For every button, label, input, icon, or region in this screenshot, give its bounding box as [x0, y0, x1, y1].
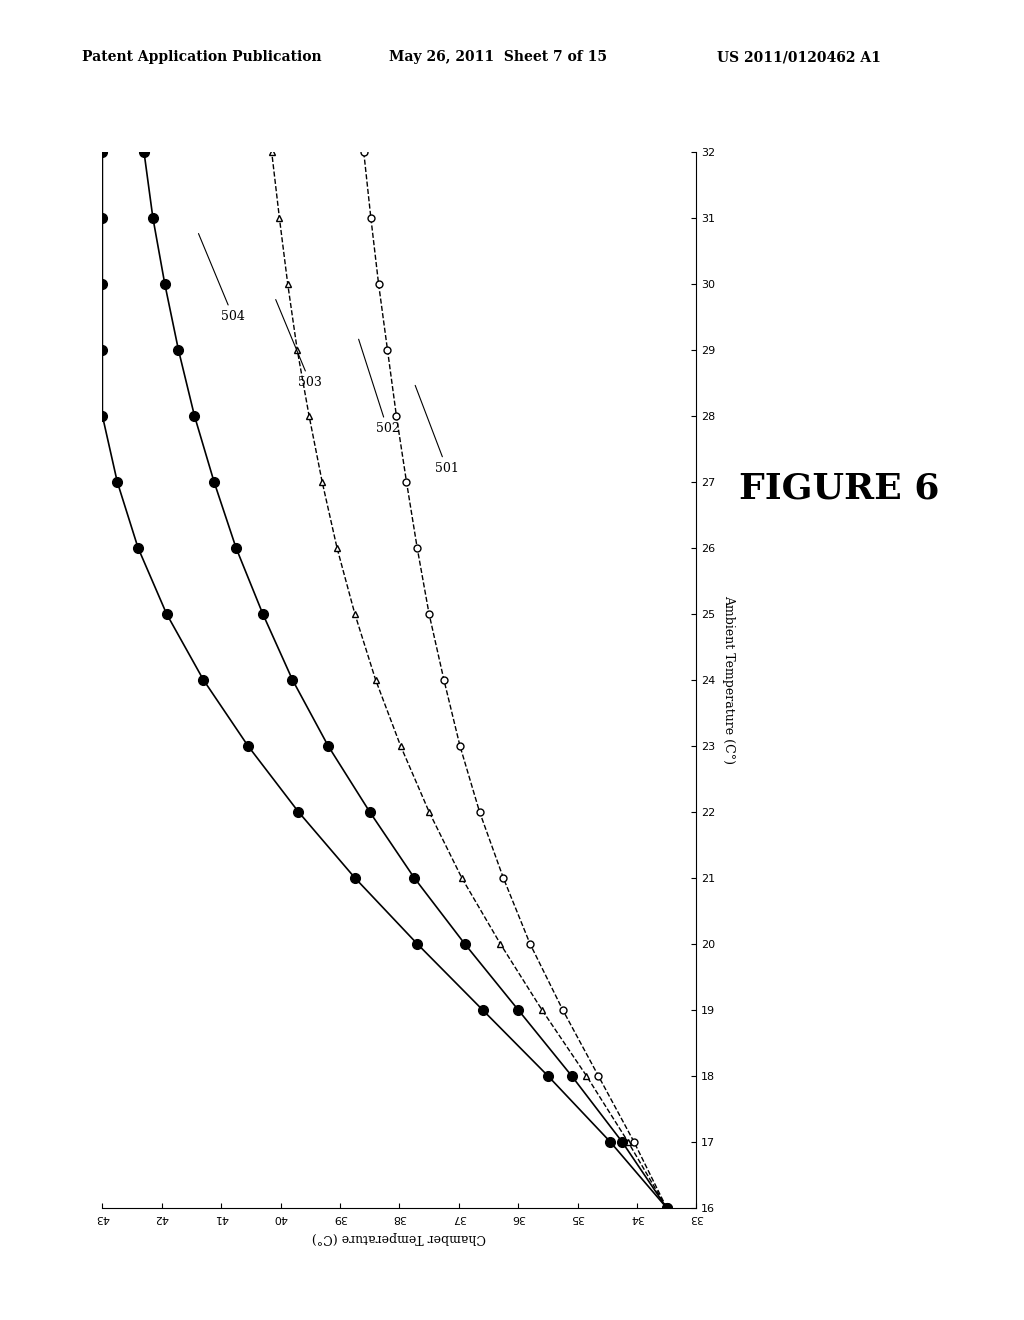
Text: US 2011/0120462 A1: US 2011/0120462 A1 — [717, 50, 881, 65]
Text: 502: 502 — [358, 339, 399, 436]
Text: Patent Application Publication: Patent Application Publication — [82, 50, 322, 65]
Text: 503: 503 — [275, 300, 323, 389]
Y-axis label: Ambient Temperature (C°): Ambient Temperature (C°) — [722, 595, 735, 764]
Text: 501: 501 — [415, 385, 459, 475]
Text: May 26, 2011  Sheet 7 of 15: May 26, 2011 Sheet 7 of 15 — [389, 50, 607, 65]
X-axis label: Chamber Temperature (C°): Chamber Temperature (C°) — [312, 1232, 486, 1243]
Text: FIGURE 6: FIGURE 6 — [739, 471, 940, 506]
Text: 504: 504 — [199, 234, 245, 323]
